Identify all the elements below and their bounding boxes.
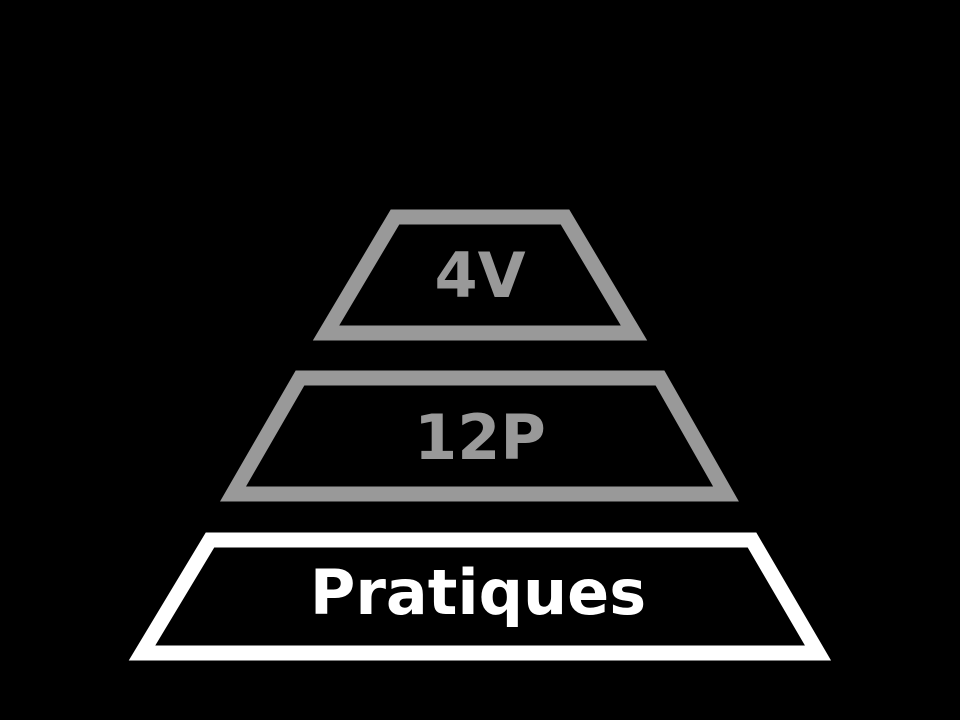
tier-top-label: 4V <box>434 239 525 312</box>
tier-top-trapezoid <box>312 209 648 341</box>
tier-bottom-label: Pratiques <box>310 556 646 629</box>
tier-top: 4V <box>312 209 648 341</box>
tier-bottom: Pratiques <box>128 532 832 661</box>
tier-middle: 12P <box>220 370 739 502</box>
tier-bottom-trapezoid <box>128 532 832 661</box>
tier-middle-trapezoid <box>220 370 739 502</box>
tier-middle-label: 12P <box>414 401 546 474</box>
